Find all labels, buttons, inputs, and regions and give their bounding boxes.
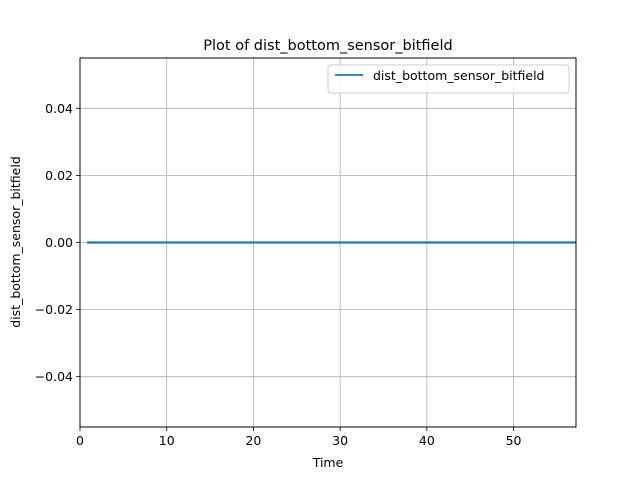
y-tick-label: −0.02 <box>35 302 73 317</box>
legend-box <box>327 64 570 94</box>
legend: dist_bottom_sensor_bitfield <box>327 64 570 94</box>
y-tick-label: 0.00 <box>45 235 73 250</box>
y-tick-label: 0.02 <box>45 168 73 183</box>
y-axis-label: dist_bottom_sensor_bitfield <box>8 156 23 327</box>
y-tick-label: −0.04 <box>35 369 73 384</box>
x-tick-label: 20 <box>245 433 261 448</box>
x-tick-label: 0 <box>76 433 84 448</box>
x-tick-label: 10 <box>159 433 175 448</box>
y-axis-ticks: −0.04 −0.02 0.00 0.02 0.04 <box>35 101 80 384</box>
legend-label: dist_bottom_sensor_bitfield <box>373 68 544 83</box>
x-tick-label: 30 <box>332 433 348 448</box>
x-axis-ticks: 0 10 20 30 40 50 <box>76 427 522 448</box>
x-tick-label: 40 <box>419 433 435 448</box>
x-tick-label: 50 <box>506 433 522 448</box>
x-axis-label: Time <box>312 455 344 470</box>
y-tick-label: 0.04 <box>45 101 73 116</box>
chart-title: Plot of dist_bottom_sensor_bitfield <box>203 38 452 54</box>
